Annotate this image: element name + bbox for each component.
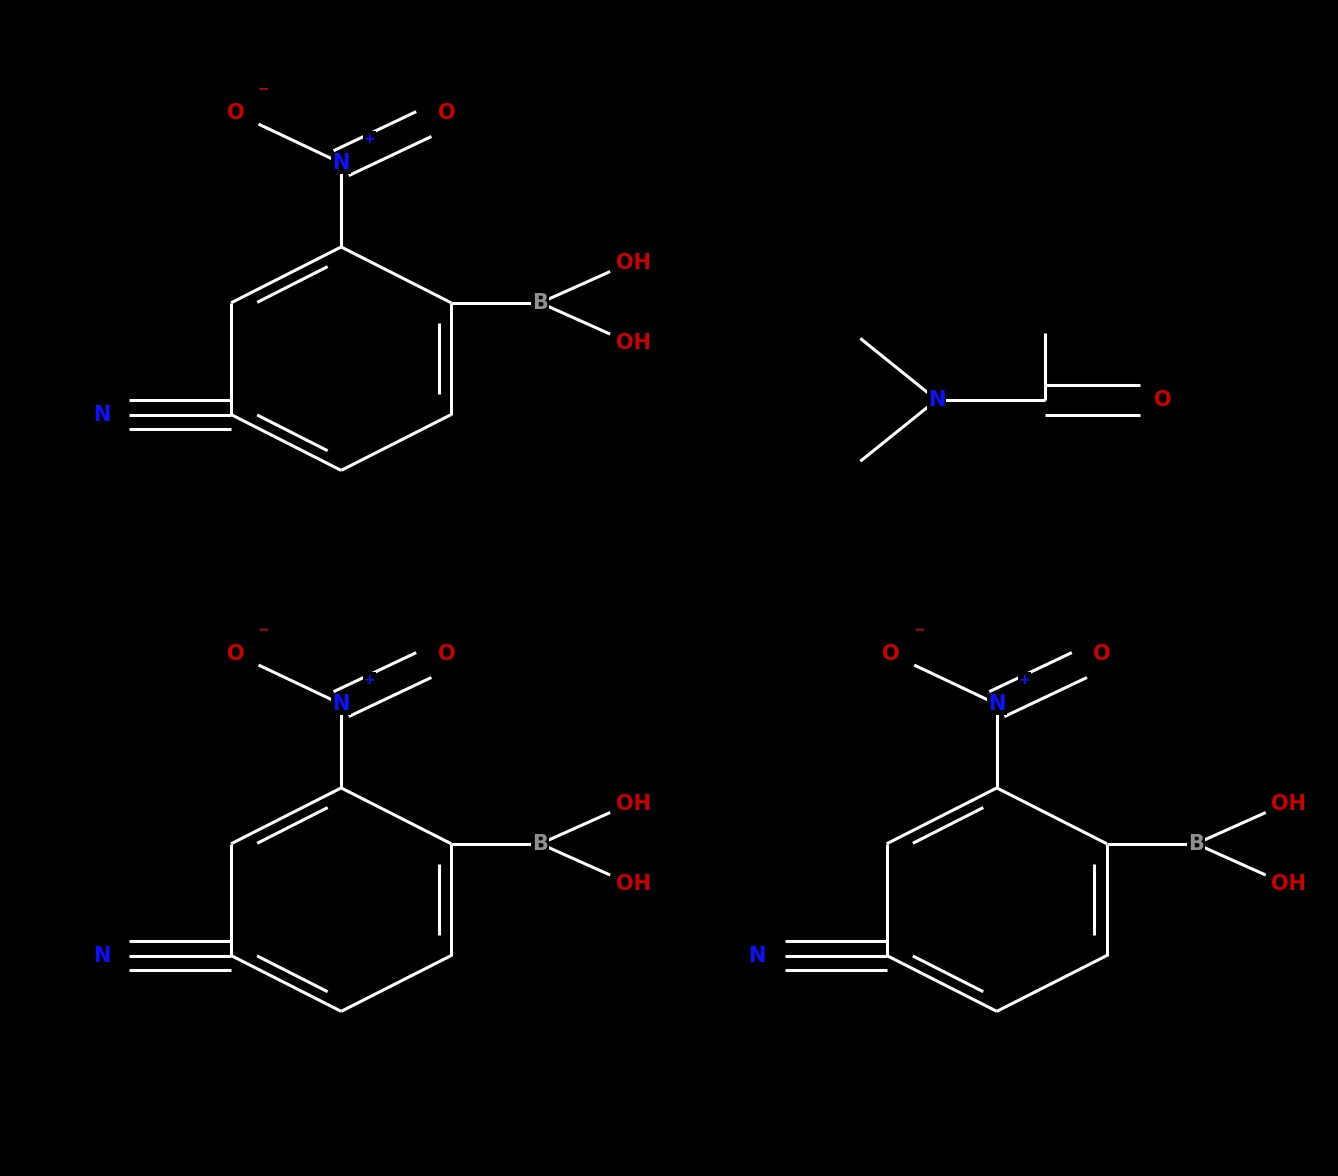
Text: OH: OH xyxy=(1271,874,1306,894)
Text: B: B xyxy=(533,293,549,313)
Text: −: − xyxy=(914,622,925,636)
Text: N: N xyxy=(333,153,349,173)
Text: OH: OH xyxy=(615,333,650,353)
Text: N: N xyxy=(92,405,110,425)
Text: OH: OH xyxy=(615,253,650,273)
Text: +: + xyxy=(364,132,375,146)
Text: O: O xyxy=(1155,389,1172,410)
Text: N: N xyxy=(92,946,110,965)
Text: O: O xyxy=(227,102,245,123)
Text: +: + xyxy=(1020,673,1030,687)
Text: OH: OH xyxy=(615,874,650,894)
Text: N: N xyxy=(748,946,765,965)
Text: −: − xyxy=(258,81,269,95)
Text: O: O xyxy=(227,643,245,664)
Text: B: B xyxy=(1188,834,1204,854)
Text: N: N xyxy=(929,389,945,410)
Text: O: O xyxy=(438,102,455,123)
Text: −: − xyxy=(258,622,269,636)
Text: B: B xyxy=(533,834,549,854)
Text: OH: OH xyxy=(1271,794,1306,814)
Text: O: O xyxy=(883,643,900,664)
Text: OH: OH xyxy=(615,794,650,814)
Text: O: O xyxy=(1093,643,1111,664)
Text: O: O xyxy=(438,643,455,664)
Text: N: N xyxy=(333,694,349,714)
Text: +: + xyxy=(364,673,375,687)
Text: N: N xyxy=(989,694,1005,714)
